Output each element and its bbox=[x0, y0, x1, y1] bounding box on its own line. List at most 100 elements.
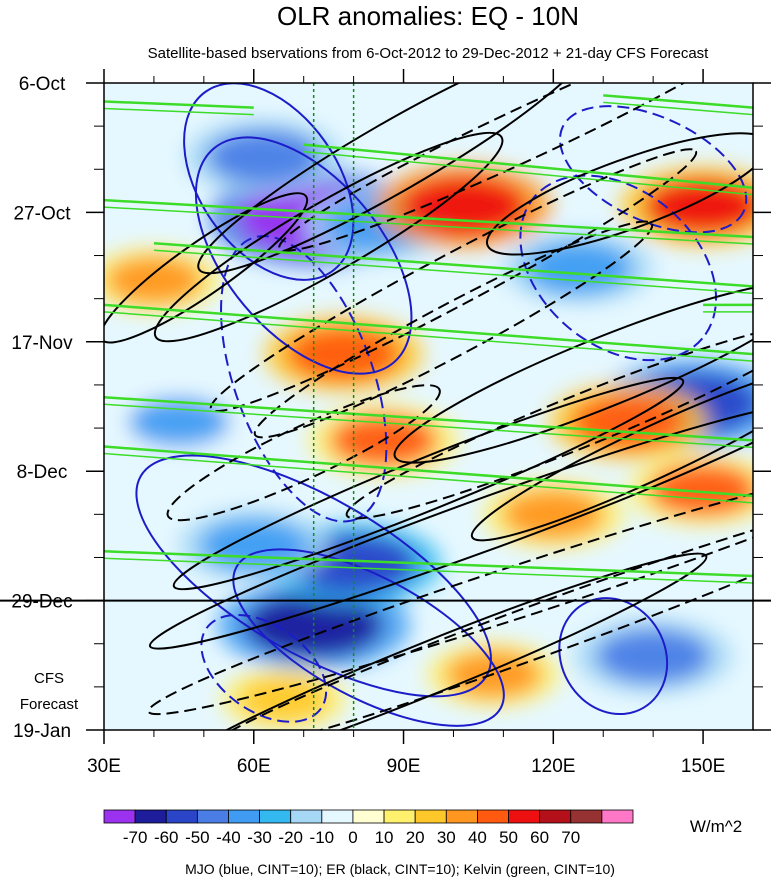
kelvin-line-b-3 bbox=[153, 249, 753, 295]
kelvin-line-b-8 bbox=[603, 101, 753, 116]
kelvin-line-b-5 bbox=[104, 403, 753, 449]
colorbar-level-label: -60 bbox=[154, 828, 179, 847]
er-contour-1 bbox=[148, 403, 753, 650]
colorbar-level-label: -10 bbox=[310, 828, 335, 847]
colorbar bbox=[103, 809, 634, 824]
kelvin-line-b-6 bbox=[104, 452, 753, 504]
er-contour-2 bbox=[147, 461, 753, 716]
kelvin-line-b-2 bbox=[104, 206, 753, 245]
chart-subtitle: Satellite-based bservations from 6-Oct-2… bbox=[148, 45, 710, 62]
colorbar-swatch-14 bbox=[539, 809, 572, 824]
colorbar-swatch-11 bbox=[445, 809, 478, 824]
colorbar-level-label: -40 bbox=[216, 828, 241, 847]
kelvin-line-7 bbox=[104, 550, 753, 578]
colorbar-swatch-13 bbox=[508, 809, 541, 824]
plot-frame bbox=[103, 82, 754, 731]
x-tick-label: 60E bbox=[237, 756, 271, 777]
er-contour-8 bbox=[197, 83, 590, 275]
y-tick-label: 6-Oct bbox=[19, 74, 66, 95]
colorbar-units: W/m^2 bbox=[690, 817, 742, 836]
colorbar-level-label: 50 bbox=[499, 828, 518, 847]
y-axis-labels: 6-Oct 27-Oct 17-Nov 8-Dec 29-Dec 19-Jan bbox=[11, 74, 73, 742]
colorbar-swatch-10 bbox=[414, 809, 447, 824]
colorbar-swatch-5 bbox=[259, 809, 292, 824]
colorbar-level-label: 30 bbox=[437, 828, 456, 847]
mjo-contour-8 bbox=[200, 613, 328, 723]
colorbar-swatch-1 bbox=[134, 809, 167, 824]
er-contour-10 bbox=[153, 131, 504, 343]
contour-legend: MJO (blue, CINT=10); ER (black, CINT=10)… bbox=[185, 861, 615, 877]
er-contour-7 bbox=[470, 364, 753, 542]
kelvin-line-1 bbox=[303, 143, 753, 189]
mjo-contour-0 bbox=[183, 83, 355, 281]
kelvin-contours bbox=[104, 94, 753, 584]
anomaly-core-1 bbox=[206, 129, 321, 185]
colorbar-swatch-2 bbox=[165, 809, 198, 824]
anomaly-core-12 bbox=[502, 489, 605, 540]
chart-title: OLR anomalies: EQ - 10N bbox=[277, 1, 579, 31]
colorbar-swatch-3 bbox=[196, 809, 229, 824]
colorbar-level-label: -50 bbox=[185, 828, 210, 847]
anomaly-core-14 bbox=[596, 628, 711, 684]
x-axis-labels: 30E 60E 90E 120E 150E bbox=[87, 756, 725, 777]
er-contour-12 bbox=[485, 132, 753, 256]
plot-area bbox=[0, 82, 771, 731]
anomaly-core-15 bbox=[238, 676, 329, 722]
anomaly-core-17 bbox=[127, 397, 230, 447]
kelvin-line-0 bbox=[104, 100, 254, 109]
colorbar-level-label: -70 bbox=[123, 828, 148, 847]
mjo-contour-3 bbox=[232, 548, 505, 727]
er-contour-0 bbox=[172, 376, 685, 591]
y-tick-label: 27-Oct bbox=[13, 203, 71, 224]
y-tick-label: 19-Jan bbox=[13, 721, 71, 742]
anomaly-core-16 bbox=[105, 256, 202, 304]
colorbar-swatch-0 bbox=[103, 809, 136, 824]
colorbar-swatch-9 bbox=[383, 809, 416, 824]
colorbar-swatch-15 bbox=[570, 809, 603, 824]
kelvin-line-8 bbox=[603, 94, 753, 109]
colorbar-level-label: 60 bbox=[530, 828, 549, 847]
colorbar-level-label: 20 bbox=[406, 828, 425, 847]
forecast-label-line1: CFS bbox=[34, 670, 64, 687]
kelvin-line-2 bbox=[104, 198, 753, 239]
colorbar-level-label: 0 bbox=[348, 828, 357, 847]
mjo-contour-6 bbox=[220, 235, 388, 523]
colorbar-swatch-6 bbox=[290, 809, 323, 824]
x-tick-label: 150E bbox=[681, 756, 725, 777]
er-contour-6 bbox=[345, 324, 753, 520]
kelvin-line-4 bbox=[104, 303, 753, 356]
er-contour-9 bbox=[278, 83, 753, 252]
colorbar-swatch-12 bbox=[477, 809, 509, 824]
kelvin-line-b-1 bbox=[303, 150, 753, 196]
x-tick-label: 90E bbox=[387, 756, 421, 777]
mjo-contour-4 bbox=[519, 174, 718, 362]
colorbar-swatch-16 bbox=[601, 809, 634, 824]
x-tick-label: 30E bbox=[87, 756, 121, 777]
colorbar-level-label: -30 bbox=[247, 828, 272, 847]
kelvin-line-b-0 bbox=[104, 107, 254, 116]
kelvin-line-6 bbox=[104, 445, 753, 498]
kelvin-line-b-4 bbox=[104, 311, 753, 362]
mjo-contour-1 bbox=[194, 136, 413, 375]
x-tick-label: 120E bbox=[531, 756, 575, 777]
er-contour-15 bbox=[166, 384, 441, 522]
forecast-label-line2: Forecast bbox=[20, 696, 79, 713]
kelvin-line-3 bbox=[153, 241, 753, 288]
y-tick-label: 8-Dec bbox=[17, 462, 68, 483]
y-tick-label: 29-Dec bbox=[11, 592, 72, 613]
colorbar-level-label: 70 bbox=[561, 828, 580, 847]
kelvin-line-b-7 bbox=[104, 557, 753, 584]
colorbar-labels: -70 -60 -50 -40 -30 -20 -10 0 10 20 30 40 50 60 70 bbox=[123, 828, 580, 847]
mjo-contour-5 bbox=[558, 597, 669, 716]
kelvin-line-5 bbox=[104, 396, 753, 442]
mjo-contours bbox=[135, 83, 748, 727]
colorbar-swatch-7 bbox=[321, 809, 354, 824]
axis-ticks bbox=[86, 69, 771, 744]
y-tick-label: 17-Nov bbox=[11, 333, 73, 354]
mjo-contour-7 bbox=[559, 105, 748, 234]
colorbar-swatch-4 bbox=[228, 809, 260, 824]
colorbar-level-label: 10 bbox=[375, 828, 394, 847]
er-contour-4 bbox=[149, 552, 708, 730]
colorbar-swatch-8 bbox=[352, 809, 385, 824]
